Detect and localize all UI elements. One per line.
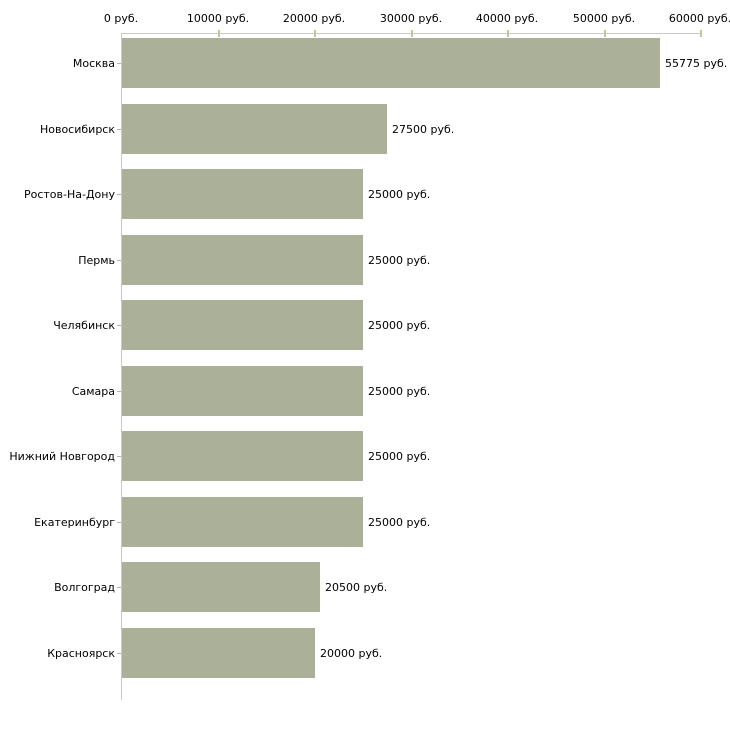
bar [122,562,320,612]
bar-value-label: 25000 руб. [368,318,431,332]
x-axis-tick-label: 0 руб. [103,12,139,25]
bar-value-label: 55775 руб. [665,56,728,70]
bar [122,38,660,88]
x-axis-tick [218,30,220,37]
bar [122,366,363,416]
category-tick [117,325,121,326]
bar [122,628,315,678]
category-tick [117,653,121,654]
x-axis-tick-label: 20000 руб. [282,12,346,25]
category-label: Челябинск [53,318,115,332]
category-tick [117,456,121,457]
x-axis-tick [700,30,702,37]
category-label: Красноярск [47,646,115,660]
category-tick [117,260,121,261]
category-tick [117,587,121,588]
category-label: Пермь [78,253,115,267]
x-axis-tick-label: 30000 руб. [379,12,443,25]
bar-value-label: 27500 руб. [392,122,455,136]
bar-value-label: 25000 руб. [368,253,431,267]
x-axis-tick-label: 10000 руб. [186,12,250,25]
x-axis-tick [411,30,413,37]
category-label: Екатеринбург [34,515,115,529]
bar-value-label: 20500 руб. [325,580,388,594]
category-tick [117,522,121,523]
category-tick [117,194,121,195]
category-label: Нижний Новгород [9,449,115,463]
category-tick [117,129,121,130]
y-axis-line [121,33,122,700]
category-tick [117,63,121,64]
bar-value-label: 25000 руб. [368,187,431,201]
category-label: Новосибирск [39,122,115,136]
x-axis-tick-label: 60000 руб. [668,12,730,25]
bar-value-label: 25000 руб. [368,449,431,463]
bar [122,104,387,154]
bar-value-label: 25000 руб. [368,384,431,398]
category-label: Ростов-На-Дону [23,187,115,201]
bar [122,169,363,219]
x-axis-tick [314,30,316,37]
category-label: Волгоград [54,580,115,594]
bar [122,235,363,285]
x-axis-tick [507,30,509,37]
category-label: Москва [72,56,115,70]
bar [122,300,363,350]
category-tick [117,391,121,392]
x-axis-tick [604,30,606,37]
x-axis-tick-label: 50000 руб. [572,12,636,25]
bar [122,497,363,547]
bar [122,431,363,481]
bar-value-label: 25000 руб. [368,515,431,529]
category-label: Самара [71,384,115,398]
bar-value-label: 20000 руб. [320,646,383,660]
x-axis-tick-label: 40000 руб. [475,12,539,25]
